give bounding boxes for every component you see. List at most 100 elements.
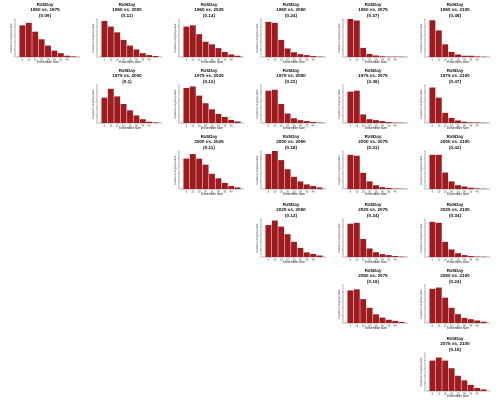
y-axis-label: Fraction of grid points [91, 89, 95, 119]
bar [271, 22, 278, 57]
bar-chart: 5 10 15 20 25 30 35 40 [341, 284, 408, 328]
panel-title-line: 2025 vs. 2075 [358, 207, 388, 213]
chart-panel: Rx5Day 1975 vs. 2000 (0.1) Fraction of grid… [88, 68, 166, 132]
bar [448, 307, 455, 323]
x-tick-label: 25 [456, 324, 460, 328]
bar [455, 54, 461, 57]
x-tick-label: 15 [280, 190, 284, 194]
x-tick-label: 5 [104, 58, 106, 62]
x-tick-label: 20 [286, 58, 290, 62]
x-tick-label: 40 [476, 190, 480, 194]
x-tick-label: 35 [223, 58, 227, 62]
bar [228, 54, 235, 57]
bar [152, 122, 159, 123]
bar [347, 91, 354, 123]
bar [202, 41, 209, 57]
x-tick-label: 40 [312, 190, 316, 194]
x-tick-label: 15 [198, 124, 202, 128]
bar [64, 55, 71, 57]
panel-title-line: 1975 vs. 2050 [276, 73, 306, 79]
y-axis-label: Fraction of grid points [255, 223, 259, 253]
chart-panel: Rx5Day 2025 vs. 2050 (0.13) Fraction of gri… [252, 202, 330, 266]
x-axis-label: Ensemble size [364, 325, 388, 330]
x-tick-label: 15 [198, 58, 202, 62]
bar-chart: 5 10 15 20 25 30 35 40 [341, 84, 408, 128]
y-axis-label: Fraction of grid points [419, 357, 423, 387]
panel-title-line: Rx5Day [282, 2, 300, 7]
panel-title: Rx5Day 2025 vs. 2050 (0.13) [252, 202, 330, 218]
panel-title-line: Rx5Day [446, 336, 464, 341]
x-tick-label: 25 [292, 190, 296, 194]
bar-chart: 5 10 15 20 25 30 35 40 [259, 18, 326, 62]
x-tick-label: 30 [463, 258, 467, 262]
x-tick-label: 25 [374, 190, 378, 194]
bar [360, 114, 367, 123]
chart-panel: Rx5Day 2050 vs. 2075 (0.16) Fraction of gri… [334, 268, 412, 332]
bar [435, 222, 442, 257]
bar [196, 34, 203, 57]
bar [448, 181, 455, 189]
x-tick-label: 20 [204, 58, 208, 62]
bar [353, 155, 360, 189]
panel-title-line: 2000 vs. 2025 [194, 139, 224, 145]
chart-panel: Rx5Day 1950 vs. 2100 (0.48) Fraction of gri… [416, 2, 494, 66]
x-tick-label: 30 [463, 392, 467, 396]
bar [310, 185, 317, 189]
bar [373, 55, 379, 57]
x-tick-label: 10 [191, 124, 195, 128]
bar [474, 387, 481, 391]
x-tick-label: 10 [355, 324, 359, 328]
bar [45, 45, 51, 57]
bar [209, 44, 215, 57]
x-tick-label: 5 [432, 58, 434, 62]
panel-title-line: 1950 vs. 2075 [358, 7, 388, 13]
bar [297, 54, 304, 57]
x-tick-label: 35 [305, 124, 309, 128]
bar [310, 56, 317, 57]
x-tick-label: 10 [355, 258, 359, 262]
panel-title-line: Rx5Day [446, 134, 464, 139]
x-tick-label: 40 [394, 190, 398, 194]
panel-title-line: 1975 vs. 2000 [112, 73, 142, 79]
bar [209, 173, 215, 189]
x-axis-label: Ensemble size [364, 59, 388, 64]
bar [316, 187, 323, 189]
x-tick-label: 10 [355, 58, 359, 62]
y-axis-label: Fraction of grid points [419, 89, 423, 119]
panel-title-line: (0.12) [202, 78, 215, 84]
x-tick-label: 5 [350, 258, 352, 262]
bar [379, 187, 386, 189]
panel-title-line: (0.34) [448, 212, 461, 218]
x-tick-label: 20 [122, 58, 126, 62]
bar [461, 255, 468, 257]
bar [215, 113, 222, 123]
bar [467, 384, 474, 391]
x-tick-label: 20 [286, 124, 290, 128]
x-tick-label: 15 [444, 190, 448, 194]
bar [228, 185, 235, 189]
x-tick-label: 10 [273, 58, 277, 62]
bar [139, 53, 146, 57]
x-tick-label: 10 [437, 58, 441, 62]
x-tick-label: 15 [362, 124, 366, 128]
bar [373, 314, 379, 323]
x-tick-label: 5 [350, 124, 352, 128]
bar-chart: 5 10 15 20 25 30 35 40 [177, 18, 244, 62]
bar-chart: 5 10 15 20 25 30 35 40 [177, 84, 244, 128]
x-tick-label: 30 [299, 58, 303, 62]
x-tick-label: 5 [186, 58, 188, 62]
bar [455, 120, 461, 123]
bar [455, 375, 461, 391]
bar [284, 113, 291, 123]
x-tick-label: 30 [381, 58, 385, 62]
bar [183, 26, 190, 57]
bar [442, 172, 449, 189]
bar [373, 252, 379, 257]
y-axis-label: Fraction of grid points [419, 223, 423, 253]
x-tick-label: 15 [362, 58, 366, 62]
bar [107, 88, 114, 123]
bar [70, 56, 77, 57]
bar [353, 222, 360, 257]
panel-title-line: Rx5Day [364, 68, 382, 73]
x-tick-label: 25 [128, 58, 132, 62]
